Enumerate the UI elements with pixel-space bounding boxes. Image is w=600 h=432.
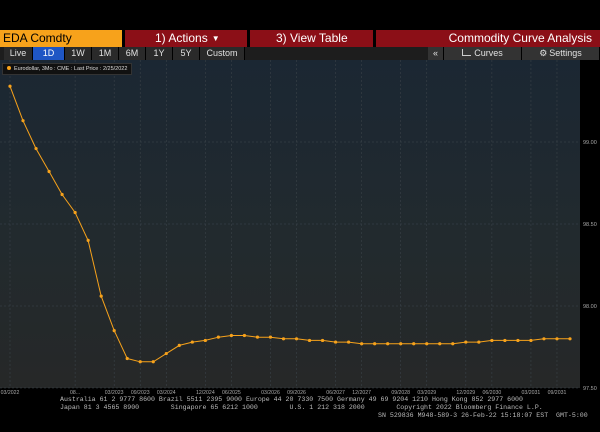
data-point [490, 338, 494, 343]
x-tick-label: 08... [70, 390, 80, 396]
data-point [112, 329, 116, 333]
data-point [203, 338, 207, 343]
actions-number: 1) [155, 31, 166, 45]
x-tick-label: 03/2022 [1, 390, 20, 396]
y-tick-label: 99.00 [583, 140, 597, 146]
ticker-field[interactable]: EDA Comdty [0, 30, 122, 47]
x-tick-label: 03/2031 [522, 390, 541, 396]
data-point [242, 333, 247, 338]
data-point [190, 340, 194, 344]
y-tick-label: 98.50 [583, 222, 597, 228]
range-1m-button[interactable]: 1M [92, 47, 119, 60]
data-point [255, 335, 260, 339]
view-table-button[interactable]: 3) View Table [250, 30, 373, 47]
data-point [503, 338, 507, 343]
legend-marker [7, 66, 11, 70]
footer-line-3: SN 529836 M948-589-3 26-Feb-22 15:18:07 … [378, 412, 588, 419]
curves-button[interactable]: Curves [444, 47, 522, 60]
data-point [177, 343, 181, 347]
page-title: Commodity Curve Analysis [376, 30, 600, 47]
data-point [373, 342, 377, 346]
view-table-number: 3) [276, 31, 287, 45]
chevron-down-icon: ▼ [211, 34, 220, 43]
range-1y-button[interactable]: 1Y [146, 47, 173, 60]
data-point [99, 294, 103, 298]
data-point [320, 338, 325, 343]
data-point [477, 340, 481, 344]
x-tick-label: 03/2029 [417, 390, 436, 396]
data-point [399, 342, 403, 346]
data-point [86, 238, 90, 242]
y-tick-label: 98.00 [583, 304, 597, 310]
actions-label: Actions [168, 31, 208, 45]
data-point [555, 337, 559, 341]
data-point [47, 169, 51, 174]
data-point [386, 342, 390, 346]
data-point [347, 340, 351, 344]
data-point [451, 342, 455, 346]
range-1w-button[interactable]: 1W [65, 47, 92, 60]
x-tick-label: 03/2024 [157, 390, 176, 396]
x-tick-label: 12/2027 [352, 390, 371, 396]
data-point [542, 337, 546, 341]
x-tick-label: 09/2028 [391, 390, 410, 396]
footer: Australia 61 2 9777 8600 Brazil 5511 239… [0, 393, 600, 432]
legend: Eurodollar, 3Mo : CME : Last Price : 2/2… [2, 63, 133, 75]
data-point [216, 335, 220, 339]
data-point [568, 337, 572, 341]
settings-button[interactable]: ⚙ Settings [522, 47, 600, 60]
data-point [34, 146, 38, 151]
data-point [125, 356, 129, 361]
data-point [281, 337, 286, 341]
range-custom-button[interactable]: Custom [200, 47, 245, 60]
x-tick-label: 12/2024 [196, 390, 215, 396]
data-point [73, 210, 77, 215]
y-tick-label: 97.50 [583, 386, 597, 392]
x-tick-label: 03/2026 [261, 390, 280, 396]
range-live-button[interactable]: Live [4, 47, 33, 60]
x-tick-label: 09/2026 [287, 390, 306, 396]
data-point [8, 84, 12, 88]
data-point [229, 333, 233, 338]
data-point [151, 360, 155, 364]
data-point [333, 340, 338, 344]
x-tick-label: 06/2030 [482, 390, 501, 396]
data-point [268, 335, 273, 339]
data-point [412, 342, 416, 346]
legend-label: Eurodollar, 3Mo : CME : Last Price : 2/2… [14, 66, 128, 72]
x-tick-label: 09/2031 [548, 390, 567, 396]
footer-line-1: Australia 61 2 9777 8600 Brazil 5511 239… [60, 396, 523, 403]
x-tick-label: 03/2023 [105, 390, 124, 396]
data-point [307, 338, 312, 343]
data-point [294, 337, 299, 341]
data-point [60, 192, 64, 197]
data-point [138, 360, 142, 364]
data-point [438, 342, 442, 346]
collapse-icon[interactable]: « [428, 47, 444, 60]
series-line [9, 86, 570, 363]
curves-label: Curves [474, 48, 503, 58]
x-tick-label: 06/2025 [222, 390, 241, 396]
range-6m-button[interactable]: 6M [119, 47, 146, 60]
data-point [360, 342, 364, 346]
data-point [164, 351, 168, 356]
x-tick-label: 09/2023 [131, 390, 150, 396]
x-tick-label: 06/2027 [326, 390, 345, 396]
gear-icon: ⚙ [539, 48, 548, 58]
data-point [464, 340, 468, 344]
actions-menu[interactable]: 1) Actions ▼ [125, 30, 247, 47]
settings-label: Settings [549, 48, 582, 58]
view-table-label: View Table [290, 31, 348, 45]
data-point [425, 342, 429, 346]
curve-chart: 03/2022 08... 03/2023 09/2023 03/2024 12/2024… [0, 60, 597, 396]
footer-line-2: Japan 81 3 4565 8900 Singapore 65 6212 1… [60, 404, 543, 411]
curves-icon [462, 49, 472, 56]
range-5y-button[interactable]: 5Y [173, 47, 200, 60]
x-tick-label: 12/2029 [456, 390, 475, 396]
data-point [21, 119, 25, 123]
data-point [516, 338, 520, 343]
range-1d-button[interactable]: 1D [33, 47, 65, 60]
data-point [529, 338, 533, 343]
